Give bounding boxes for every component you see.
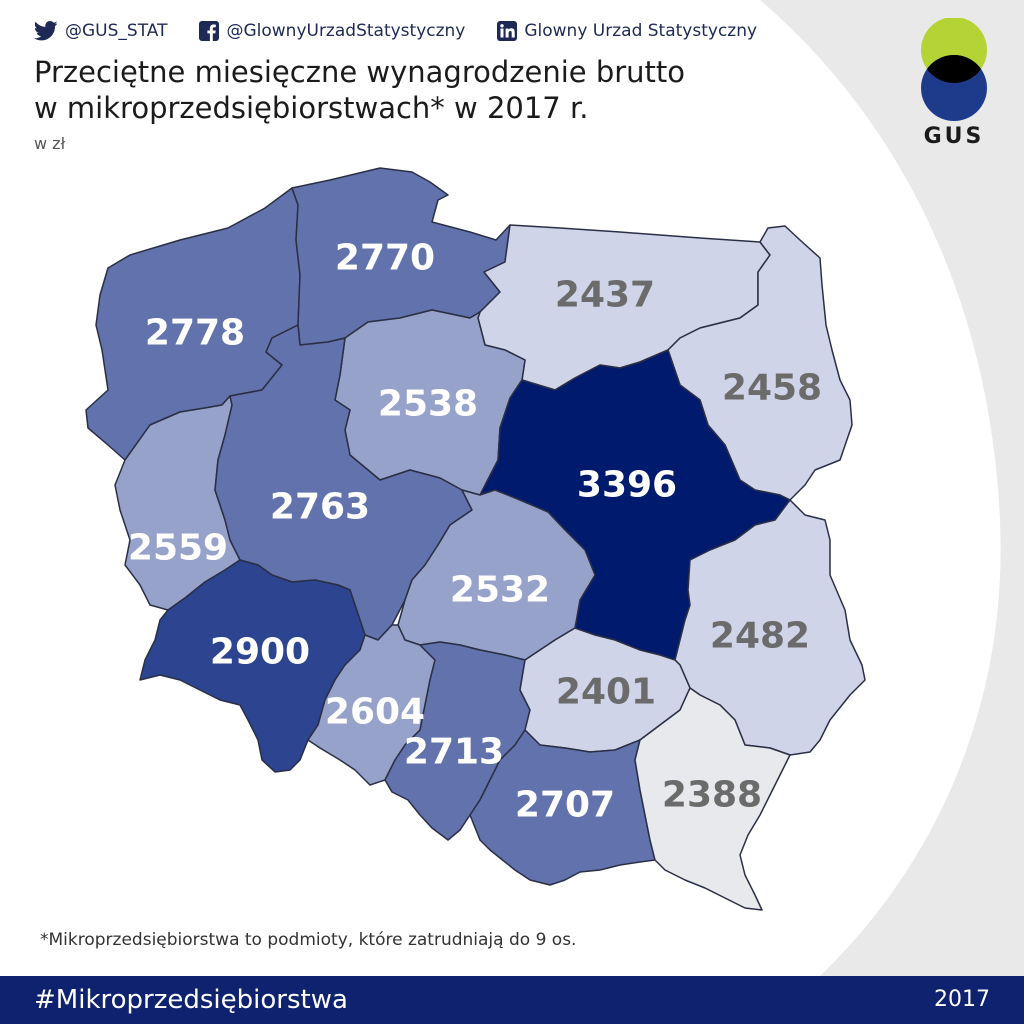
region-label-podkarpackie: 2388 xyxy=(662,775,762,816)
social-linkedin[interactable]: Glowny Urzad Statystyczny xyxy=(497,21,757,41)
region-label-malopolskie: 2707 xyxy=(515,785,615,826)
social-twitter[interactable]: @GUS_STAT xyxy=(34,21,167,41)
twitter-icon xyxy=(34,21,58,41)
footer-bar: #Mikroprzedsiębiorstwa 2017 xyxy=(0,976,1024,1024)
region-label-kujawsko-pomorskie: 2538 xyxy=(378,384,478,425)
region-malopolskie[interactable] xyxy=(469,729,656,886)
region-label-mazowieckie: 3396 xyxy=(577,465,677,506)
unit-label: w zł xyxy=(34,134,66,153)
title-line-2: w mikroprzedsiębiorstwach* w 2017 r. xyxy=(34,91,589,125)
facebook-icon xyxy=(199,21,220,41)
region-label-zachodniopomorskie: 2778 xyxy=(145,313,245,354)
social-linkedin-label: Glowny Urzad Statystyczny xyxy=(524,21,758,41)
region-label-podlaskie: 2458 xyxy=(722,368,822,409)
region-slaskie[interactable] xyxy=(384,641,531,841)
region-label-opolskie: 2604 xyxy=(325,692,425,733)
hashtag[interactable]: #Mikroprzedsiębiorstwa xyxy=(34,985,348,1015)
region-label-lubelskie: 2482 xyxy=(710,616,810,657)
region-label-warminsko-mazurskie: 2437 xyxy=(555,275,655,316)
title-line-1: Przeciętne miesięczne wynagrodzenie brut… xyxy=(34,55,686,89)
region-label-dolnoslaskie: 2900 xyxy=(210,632,310,673)
footnote: *Mikroprzedsiębiorstwa to podmioty, któr… xyxy=(40,930,577,950)
social-facebook[interactable]: @GlownyUrzadStatystyczny xyxy=(199,21,465,41)
region-label-wielkopolskie: 2763 xyxy=(270,487,370,528)
gus-logo xyxy=(921,18,987,121)
social-facebook-label: @GlownyUrzadStatystyczny xyxy=(226,21,466,41)
region-label-pomorskie: 2770 xyxy=(335,238,435,279)
social-twitter-label: @GUS_STAT xyxy=(65,21,168,41)
region-label-lubuskie: 2559 xyxy=(128,528,228,569)
footer-year: 2017 xyxy=(934,987,990,1012)
social-bar: @GUS_STAT @GlownyUrzadStatystyczny Glown… xyxy=(34,16,789,46)
linkedin-icon xyxy=(497,21,518,41)
region-label-lodzkie: 2532 xyxy=(450,570,550,611)
region-label-slaskie: 2713 xyxy=(404,732,504,773)
region-label-swietokrzyskie: 2401 xyxy=(556,672,656,713)
logo-text: GUS xyxy=(923,124,985,149)
page-title: Przeciętne miesięczne wynagrodzenie brut… xyxy=(34,54,794,126)
logo-overlap xyxy=(921,55,987,83)
region-podkarpackie[interactable] xyxy=(634,687,791,911)
